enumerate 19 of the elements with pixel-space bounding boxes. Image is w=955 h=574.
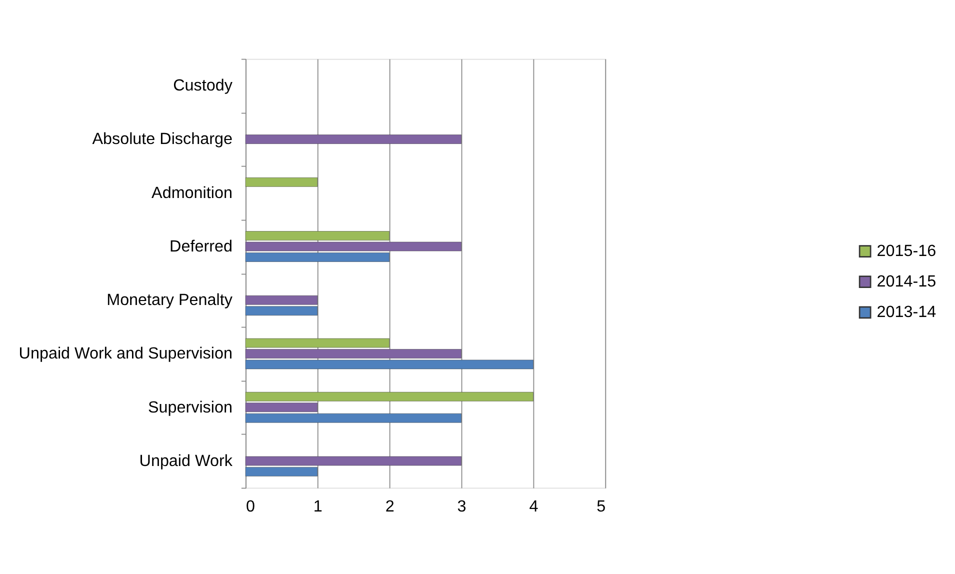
y-tick-label: Monetary Penalty (106, 291, 234, 310)
y-tick-label: Absolute Discharge (92, 130, 232, 148)
legend-label: 2014-15 (876, 272, 936, 290)
x-tick-label: 2 (385, 498, 394, 516)
legend-label: 2013-14 (876, 302, 936, 321)
y-tick-label: Unpaid Work and Supervision (18, 344, 232, 363)
x-tick-label: 4 (529, 498, 538, 516)
x-tick-label: 5 (596, 498, 606, 516)
y-tick-label: Custody (173, 76, 234, 95)
y-tick-label: Admonition (152, 184, 232, 202)
x-tick-label: 3 (457, 498, 466, 516)
y-tick-label: Supervision (148, 398, 232, 416)
x-tick-label: 1 (313, 498, 322, 516)
y-tick-label: Deferred (170, 237, 232, 256)
bar (245, 178, 318, 187)
bar (245, 134, 462, 144)
x-tick-label: 0 (246, 498, 255, 516)
y-tick-label: Unpaid Work (139, 452, 234, 470)
legend-label: 2015-16 (876, 242, 936, 260)
